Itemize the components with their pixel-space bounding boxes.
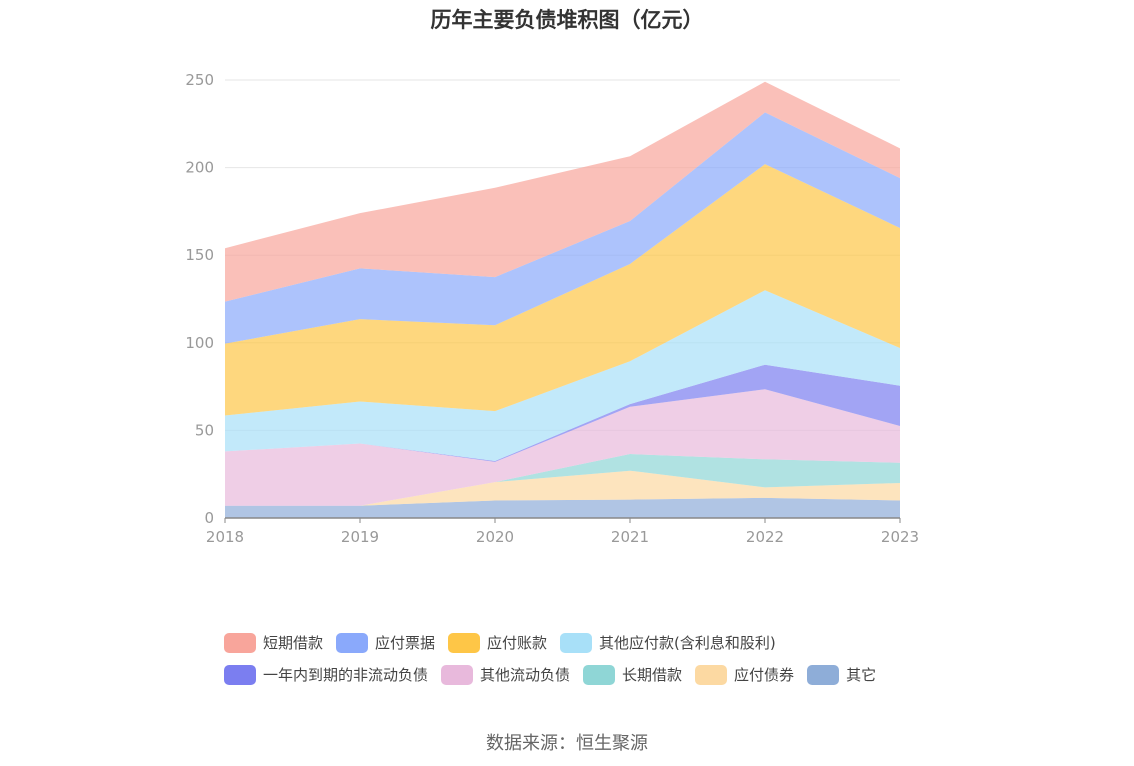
x-tick-label: 2022 — [746, 528, 784, 546]
legend-swatch — [560, 632, 593, 653]
area-series-8 — [225, 81, 900, 302]
legend-row-1: 短期借款 应付票据 应付账款 其他应付款(含利息和股利) — [224, 632, 789, 653]
legend-swatch — [583, 664, 616, 685]
axes: 0 50 100 150 200 250 2018 2019 2020 2021 2022 2023 — [185, 71, 919, 546]
area-series-4 — [225, 364, 900, 462]
legend-swatch — [336, 632, 369, 653]
legend-item[interactable]: 其它 — [807, 664, 876, 685]
x-tick-label: 2023 — [881, 528, 919, 546]
x-tick-label: 2021 — [611, 528, 649, 546]
legend-item[interactable]: 应付账款 — [448, 632, 547, 653]
legend-item[interactable]: 应付票据 — [336, 632, 435, 653]
legend-label: 一年内到期的非流动负债 — [263, 666, 429, 684]
area-series-0 — [225, 497, 900, 518]
legend-swatch — [224, 664, 256, 685]
area-series — [225, 81, 900, 518]
legend-label: 应付票据 — [375, 634, 436, 652]
y-tick-label: 150 — [185, 246, 214, 264]
x-tick-label: 2019 — [341, 528, 379, 546]
legend-item[interactable]: 其他流动负债 — [441, 664, 570, 685]
legend-swatch — [441, 664, 474, 685]
y-tick-label: 100 — [185, 334, 214, 352]
legend-label: 其他应付款(含利息和股利) — [599, 634, 776, 652]
data-source-note: 数据来源：恒生聚源 — [486, 733, 648, 754]
legend-item[interactable]: 其他应付款(含利息和股利) — [560, 632, 776, 653]
y-tick-label: 50 — [195, 421, 214, 439]
legend-swatch — [807, 664, 840, 685]
x-tick-label: 2020 — [476, 528, 514, 546]
y-tick-label: 200 — [185, 159, 214, 177]
area-series-5 — [225, 290, 900, 462]
area-series-2 — [225, 454, 900, 506]
legend-item[interactable]: 长期借款 — [583, 664, 682, 685]
stacked-area-chart: 0 50 100 150 200 250 2018 2019 2020 2021 2022 2023 — [185, 71, 919, 546]
legend-item[interactable]: 一年内到期的非流动负债 — [224, 664, 428, 685]
y-tick-label: 250 — [185, 71, 214, 89]
legend-label: 其他流动负债 — [480, 666, 571, 684]
area-series-6 — [225, 164, 900, 416]
chart-title: 历年主要负债堆积图（亿元） — [430, 8, 704, 32]
x-tick-label: 2018 — [206, 528, 244, 546]
legend-swatch — [224, 632, 256, 653]
legend-swatch — [695, 664, 728, 685]
area-series-7 — [225, 112, 900, 344]
area-series-3 — [225, 389, 900, 506]
legend-swatch — [448, 632, 481, 653]
legend-label: 应付账款 — [487, 634, 548, 652]
legend-label: 应付债券 — [734, 666, 795, 684]
legend-item[interactable]: 短期借款 — [224, 632, 323, 653]
legend-row-2: 一年内到期的非流动负债 其他流动负债 长期借款 应付债券 其它 — [224, 664, 889, 685]
legend-label: 长期借款 — [622, 666, 683, 684]
legend-item[interactable]: 应付债券 — [695, 664, 794, 685]
legend-label: 其它 — [846, 666, 877, 684]
area-series-1 — [225, 470, 900, 506]
legend-label: 短期借款 — [263, 634, 324, 652]
y-tick-label: 0 — [204, 509, 214, 527]
